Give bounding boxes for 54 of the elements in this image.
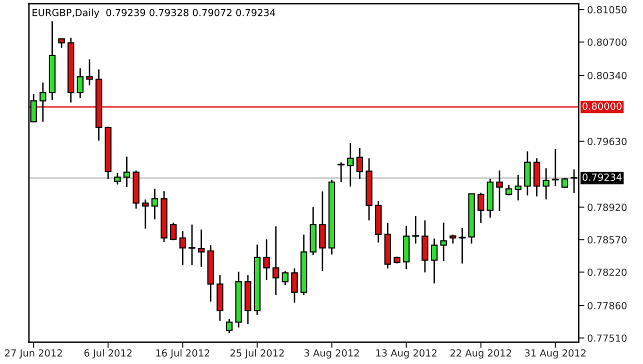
candlestick: [505, 184, 512, 196]
candlestick: [458, 227, 466, 264]
candlestick: [282, 270, 289, 286]
candlestick: [86, 58, 93, 86]
candlestick: [337, 162, 345, 183]
candlestick: [347, 142, 354, 188]
candlestick: [40, 82, 46, 122]
candlestick: [412, 215, 420, 244]
candlestick: [561, 177, 568, 189]
ref-line-label: 0.79234: [582, 174, 622, 181]
x-tick-label: 27 Jun 2012: [5, 349, 62, 358]
candlestick: [188, 224, 196, 266]
candlestick: [542, 168, 550, 200]
x-tick-label: 13 Aug 2012: [376, 349, 436, 359]
y-tick-label: 0.80700: [588, 38, 627, 46]
candlestick: [272, 226, 280, 296]
y-tick-label: 0.77860: [588, 302, 627, 310]
x-tick-label: 16 Jul 2012: [156, 349, 210, 358]
candlestick: [226, 318, 233, 334]
candlestick: [151, 188, 158, 220]
x-tick-label: 25 Jul 2012: [230, 349, 284, 358]
candlestick: [430, 238, 438, 284]
candlestick: [179, 230, 186, 266]
x-tick-label: 6 Jul 2012: [84, 349, 132, 358]
y-tick-label: 0.81050: [588, 6, 627, 14]
candlestick: [552, 148, 560, 187]
candlestick: [356, 147, 364, 180]
candlestick: [76, 68, 84, 99]
y-tick-label: 0.80340: [588, 72, 627, 80]
y-tick-label: 0.78220: [588, 268, 627, 276]
candlestick: [524, 150, 531, 196]
ref-line-label: 0.80000: [582, 102, 622, 110]
y-tick-label: 0.77510: [588, 334, 627, 342]
y-tick-label: 0.79630: [588, 138, 627, 146]
candlestick: [496, 170, 503, 212]
y-tick-label: 0.78570: [588, 236, 627, 244]
text: EURGBP,Daily 0.79239 0.79328 0.79072 0.79234: [32, 8, 276, 18]
candlestick: [440, 222, 447, 262]
candlestick: [198, 228, 205, 268]
x-tick-label: 22 Aug 2012: [450, 349, 512, 359]
candlestick: [114, 172, 121, 186]
candlestick: [123, 156, 130, 188]
candlestick: [319, 190, 326, 272]
candlestick: [263, 238, 270, 281]
candlestick: [170, 222, 177, 241]
candlestick: [422, 220, 428, 274]
candlestick: [478, 192, 484, 224]
x-tick-label: 3 Aug 2012: [304, 349, 359, 359]
candlestick: [514, 174, 522, 202]
candlestick: [291, 268, 298, 304]
x-tick-label: 31 Aug 2012: [525, 349, 586, 359]
y-tick-label: 0.78920: [588, 204, 627, 212]
candlestick: [533, 158, 540, 198]
candlestick: [142, 198, 149, 230]
